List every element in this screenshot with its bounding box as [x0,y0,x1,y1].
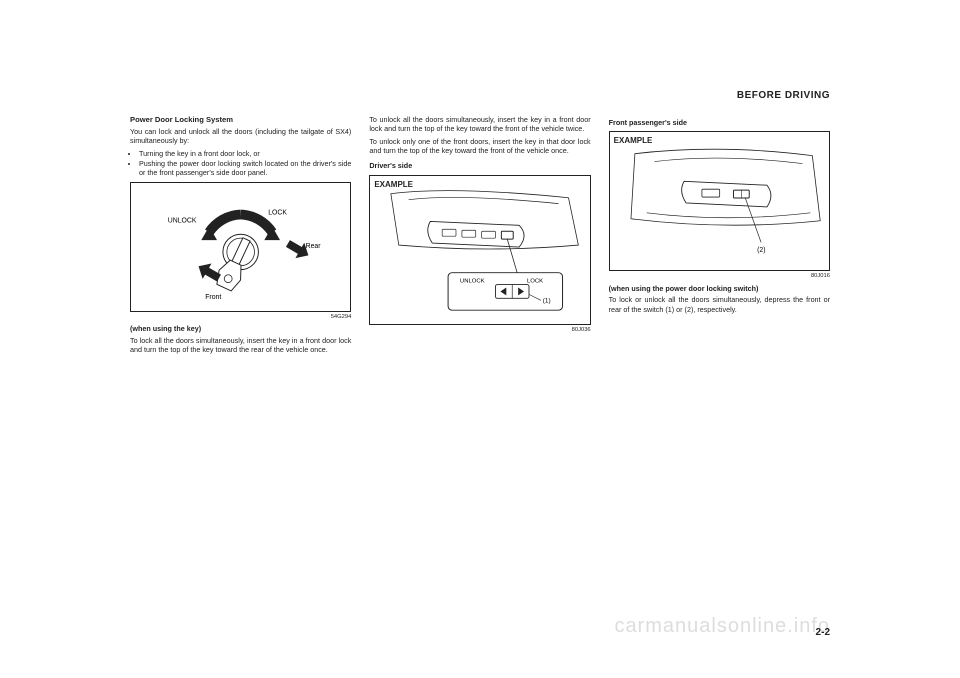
section-header: BEFORE DRIVING [130,90,830,101]
when-switch-sub: (when using the power door locking switc… [609,284,830,293]
driver-side-sub: Driver's side [369,161,590,170]
column-3: Front passenger's side EXAMPLE [609,115,830,357]
figure-code: 54G294 [130,314,351,322]
key-diagram-svg: UNLOCK LOCK Rear Front [131,183,350,311]
driver-side-figure: EXAMPLE [369,175,590,325]
lock-label: LOCK [268,209,287,216]
manual-page: BEFORE DRIVING Power Door Locking System… [0,0,960,678]
unlock-one-para: To unlock only one of the front doors, i… [369,137,590,156]
when-key-sub: (when using the key) [130,324,351,333]
callout-two-label: (2) [757,248,765,255]
figure-code: 80J016 [609,273,830,281]
unlock-all-para: To unlock all the doors simultaneously, … [369,115,590,134]
pdl-heading: Power Door Locking System [130,115,351,125]
column-1: Power Door Locking System You can lock a… [130,115,351,357]
watermark: carmanualsonline.info [614,615,830,638]
driver-side-svg: UNLOCK LOCK (1) [370,176,589,324]
callout-lock-label: LOCK [527,278,543,284]
when-switch-para: To lock or unlock all the doors simultan… [609,295,830,314]
callout-unlock-label: UNLOCK [460,278,485,284]
bullet-item: Turning the key in a front door lock, or [139,149,351,158]
example-tag: EXAMPLE [614,136,653,146]
example-tag: EXAMPLE [374,180,413,190]
key-diagram-figure: UNLOCK LOCK Rear Front [130,182,351,312]
when-key-para: To lock all the doors simultaneously, in… [130,336,351,355]
passenger-side-svg: (2) [610,132,829,270]
page-number: 2-2 [816,627,830,638]
unlock-label: UNLOCK [168,217,197,224]
passenger-side-figure: EXAMPLE (2) [609,131,830,271]
rear-label: Rear [306,243,322,250]
pdl-intro: You can lock and unlock all the doors (i… [130,127,351,146]
bullet-item: Pushing the power door locking switch lo… [139,159,351,178]
callout-one-label: (1) [543,297,551,304]
figure-code: 80J036 [369,327,590,335]
passenger-side-sub: Front passenger's side [609,118,830,127]
column-2: To unlock all the doors simultaneously, … [369,115,590,357]
content-columns: Power Door Locking System You can lock a… [130,115,830,357]
front-label: Front [205,294,221,301]
pdl-bullets: Turning the key in a front door lock, or… [130,149,351,178]
